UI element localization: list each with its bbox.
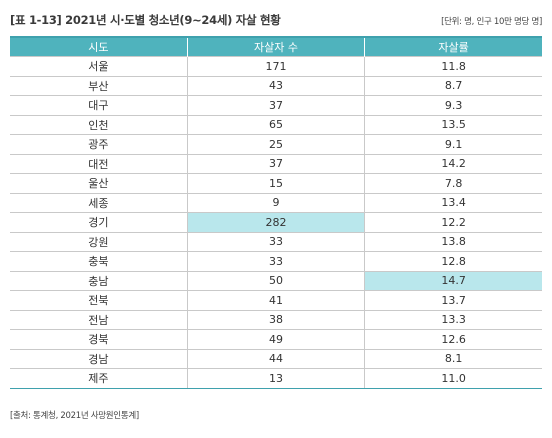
cell-count: 13 [186, 368, 365, 389]
cell-count: 37 [186, 153, 365, 174]
table-row: 경남 44 8.1 [10, 348, 542, 369]
table-row: 경기 282 12.2 [10, 212, 542, 232]
table-title: [표 1-13] 2021년 시·도별 청소년(9~24세) 자살 현황 [10, 13, 281, 27]
cell-region: 대전 [10, 153, 188, 174]
cell-region: 제주 [10, 368, 188, 389]
cell-rate: 8.7 [364, 75, 542, 96]
cell-region: 충북 [10, 251, 188, 271]
cell-rate: 12.6 [364, 329, 542, 349]
cell-region: 강원 [10, 231, 188, 252]
table-row: 부산 43 8.7 [10, 75, 542, 96]
cell-region: 경기 [10, 212, 188, 232]
cell-rate: 11.0 [364, 368, 542, 389]
cell-count: 282 [186, 212, 365, 232]
table-row: 충남 50 14.7 [10, 270, 542, 291]
cell-region: 충남 [10, 270, 188, 291]
source-note: [출처: 통계청, 2021년 사망원인통계] [10, 411, 139, 421]
table-row: 인천 65 13.5 [10, 114, 542, 135]
cell-count: 33 [186, 251, 365, 271]
cell-region: 전북 [10, 290, 188, 310]
cell-count: 25 [186, 134, 365, 154]
cell-region: 전남 [10, 309, 188, 330]
table-row: 대전 37 14.2 [10, 153, 542, 174]
table-row: 세종 9 13.4 [10, 192, 542, 213]
cell-rate: 11.8 [364, 56, 542, 76]
cell-count: 9 [186, 192, 365, 213]
column-header-rate: 자살률 [364, 38, 542, 57]
table-row: 강원 33 13.8 [10, 231, 542, 252]
cell-rate: 8.1 [364, 348, 542, 369]
cell-region: 광주 [10, 134, 188, 154]
cell-rate: 9.3 [364, 95, 542, 115]
cell-rate: 14.7 [364, 270, 542, 291]
column-header-region: 시도 [10, 38, 188, 57]
cell-count: 43 [186, 75, 365, 96]
table-row: 서울 171 11.8 [10, 56, 542, 76]
cell-count: 38 [186, 309, 365, 330]
cell-region: 부산 [10, 75, 188, 96]
cell-count: 37 [186, 95, 365, 115]
cell-rate: 12.8 [364, 251, 542, 271]
table-body: 서울 171 11.8 부산 43 8.7 대구 37 9.3 인천 65 13.5 광주 25 9.1 대전… [10, 56, 542, 389]
cell-count: 50 [186, 270, 365, 291]
cell-region: 서울 [10, 56, 188, 76]
table-row: 제주 13 11.0 [10, 368, 542, 389]
cell-region: 울산 [10, 173, 188, 193]
cell-rate: 13.8 [364, 231, 542, 252]
cell-count: 65 [186, 114, 365, 135]
cell-rate: 13.5 [364, 114, 542, 135]
cell-count: 41 [186, 290, 365, 310]
cell-rate: 13.7 [364, 290, 542, 310]
table-row: 전북 41 13.7 [10, 290, 542, 310]
cell-count: 49 [186, 329, 365, 349]
cell-rate: 14.2 [364, 153, 542, 174]
cell-region: 세종 [10, 192, 188, 213]
cell-rate: 12.2 [364, 212, 542, 232]
table-row: 광주 25 9.1 [10, 134, 542, 154]
header-row: 시도 자살자 수 자살률 [10, 38, 542, 57]
cell-region: 인천 [10, 114, 188, 135]
table-row: 경북 49 12.6 [10, 329, 542, 349]
cell-rate: 13.3 [364, 309, 542, 330]
cell-region: 대구 [10, 95, 188, 115]
top-rule [10, 36, 542, 38]
unit-note: [단위: 명, 인구 10만 명당 명] [441, 17, 542, 27]
column-header-count: 자살자 수 [186, 38, 365, 57]
table-row: 대구 37 9.3 [10, 95, 542, 115]
cell-rate: 9.1 [364, 134, 542, 154]
cell-region: 경북 [10, 329, 188, 349]
cell-region: 경남 [10, 348, 188, 369]
suicide-stats-table: 시도 자살자 수 자살률 서울 171 11.8 부산 43 8.7 대구 37 9.3 인천 65… [10, 38, 542, 389]
cell-count: 171 [186, 56, 365, 76]
table-row: 울산 15 7.8 [10, 173, 542, 193]
cell-count: 15 [186, 173, 365, 193]
cell-count: 33 [186, 231, 365, 252]
cell-count: 44 [186, 348, 365, 369]
table-row: 충북 33 12.8 [10, 251, 542, 271]
table-row: 전남 38 13.3 [10, 309, 542, 330]
cell-rate: 7.8 [364, 173, 542, 193]
cell-rate: 13.4 [364, 192, 542, 213]
